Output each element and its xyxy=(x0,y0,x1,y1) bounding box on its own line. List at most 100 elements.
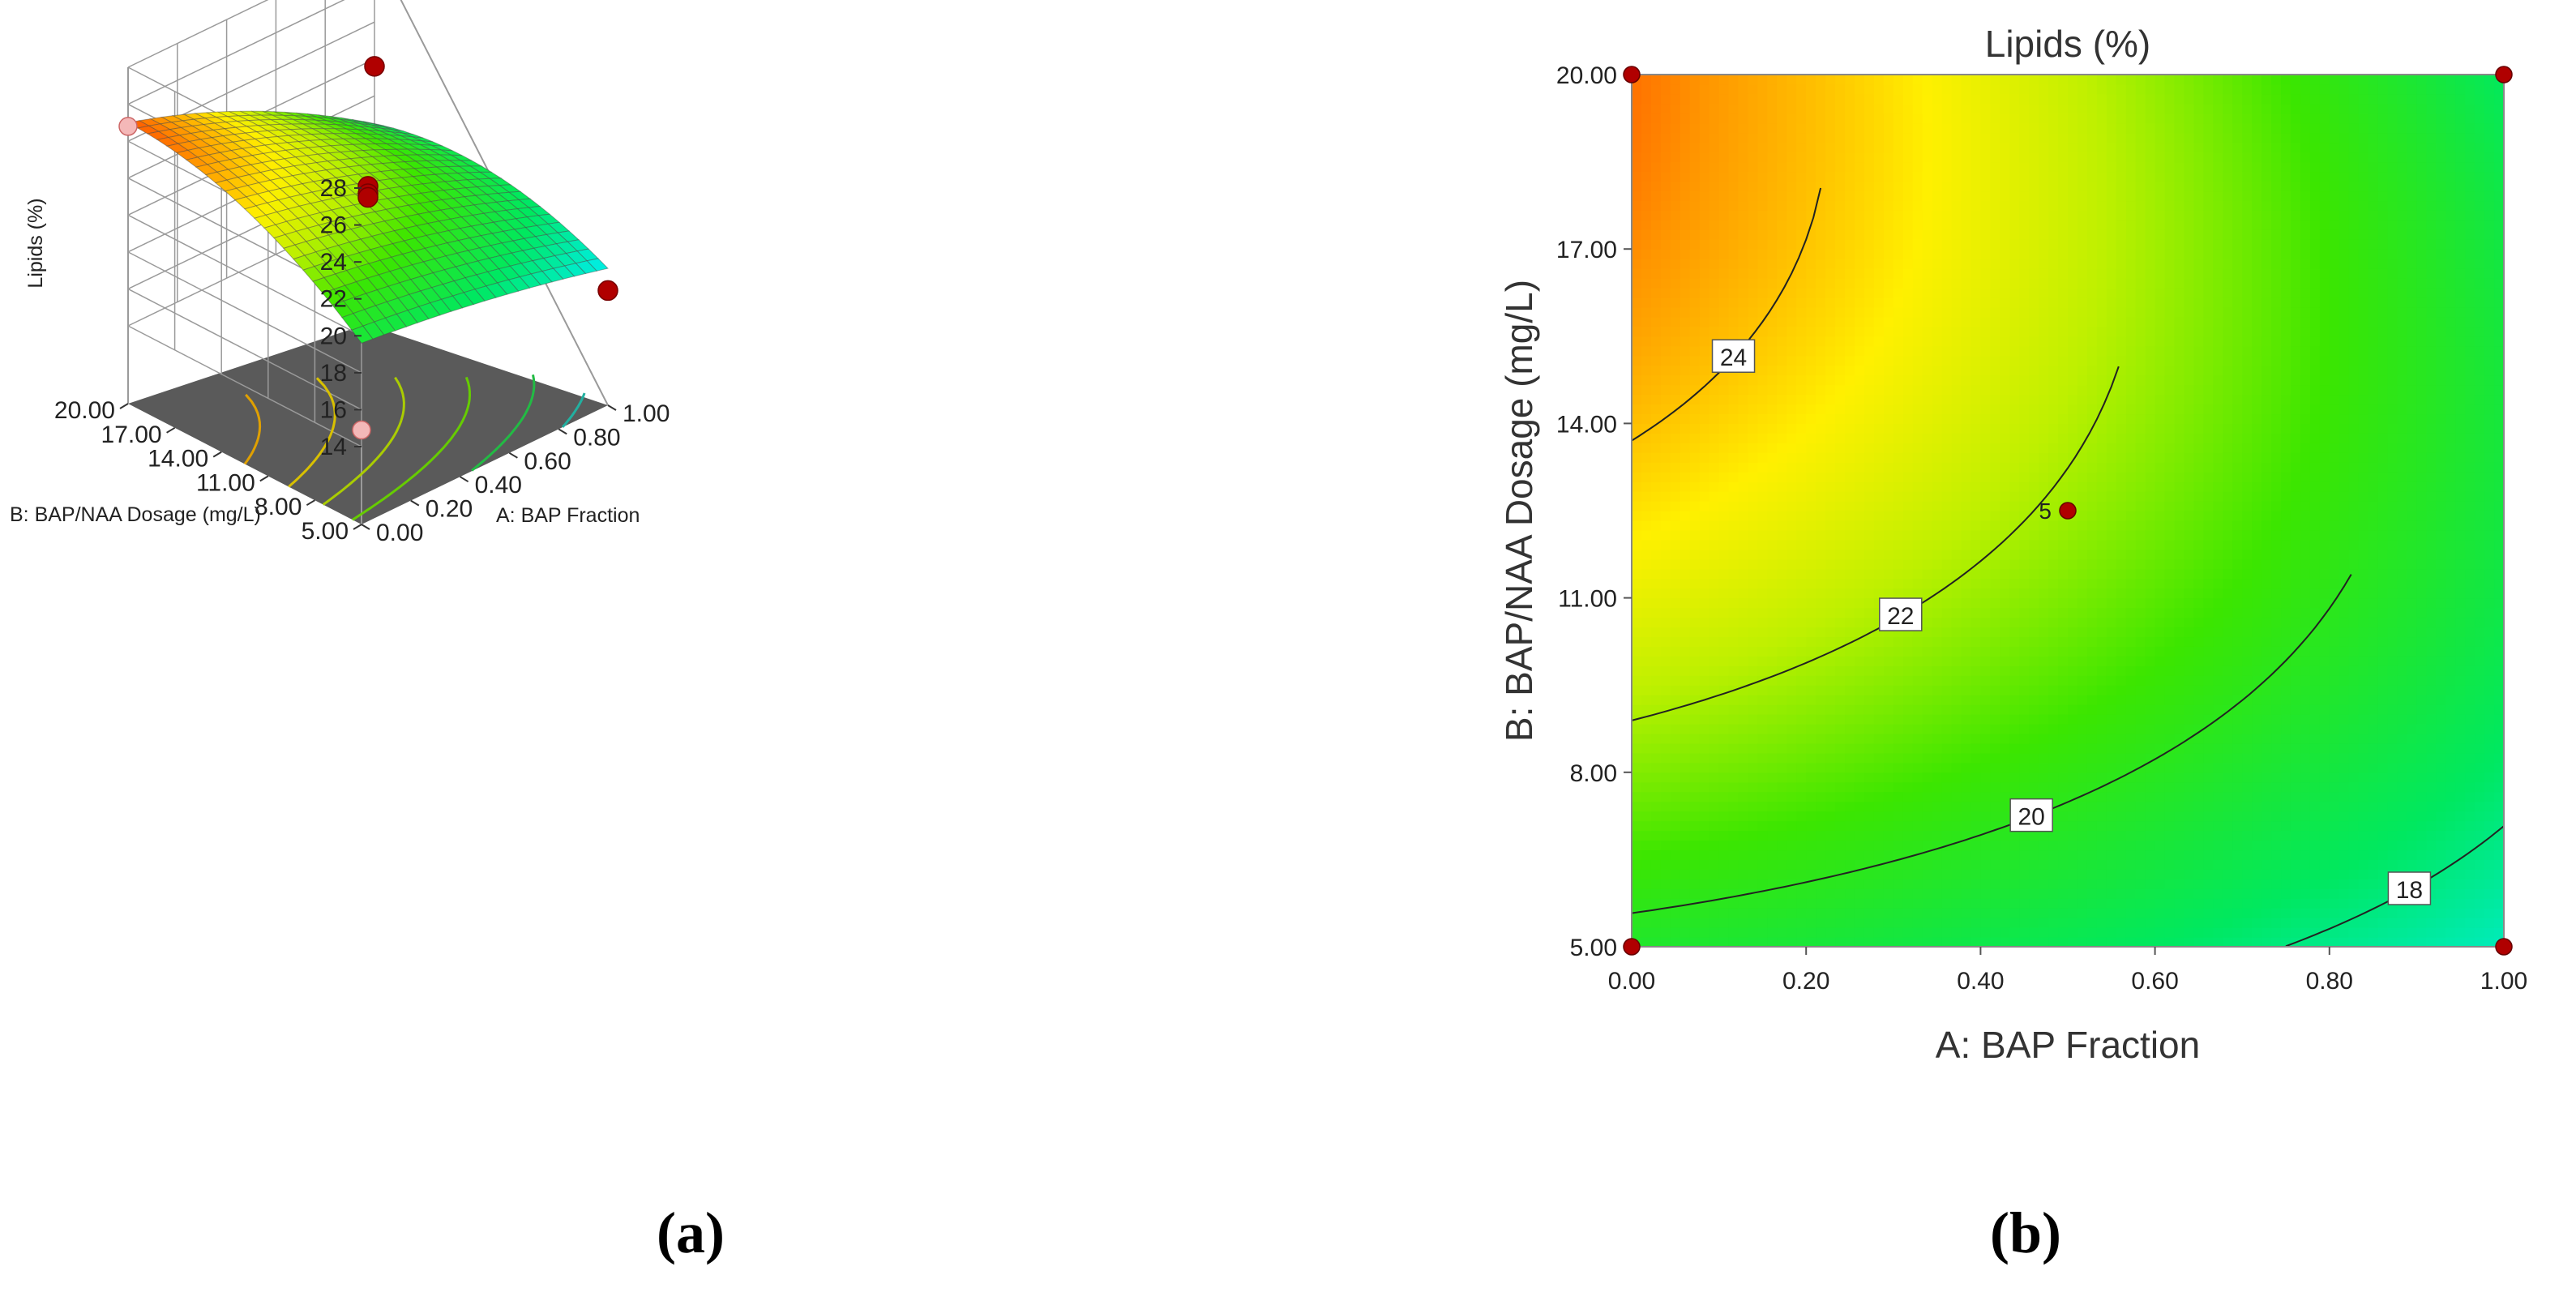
contour-cell xyxy=(2009,491,2020,502)
contour-cell xyxy=(1796,239,1807,250)
contour-cell xyxy=(2096,539,2107,550)
contour-cell xyxy=(1660,122,1671,134)
contour-cell xyxy=(2000,636,2010,647)
contour-cell xyxy=(1748,501,1759,511)
contour-cell xyxy=(1632,781,1642,793)
contour-cell xyxy=(1650,472,1662,482)
contour-cell xyxy=(1893,791,1904,802)
contour-cell xyxy=(1738,830,1749,841)
contour-cell xyxy=(2086,239,2098,250)
contour-cell xyxy=(2048,617,2059,628)
contour-cell xyxy=(2029,918,2039,928)
contour-cell xyxy=(2096,588,2107,599)
contour-cell xyxy=(1806,869,1816,879)
contour-cell xyxy=(1922,646,1933,657)
contour-cell xyxy=(1835,695,1846,705)
contour-cell xyxy=(1951,443,1962,453)
floor-contour-line xyxy=(352,376,472,521)
contour-cell xyxy=(1757,259,1768,269)
y-tick-mark xyxy=(166,426,176,434)
contour-cell xyxy=(1748,374,1759,386)
contour-cell xyxy=(2019,326,2030,337)
contour-cell xyxy=(1893,665,1904,676)
contour-cell xyxy=(2096,617,2107,628)
contour-cell xyxy=(1748,830,1759,841)
contour-cell xyxy=(1951,733,1962,744)
contour-cell xyxy=(1757,772,1768,783)
contour-cell xyxy=(1922,791,1933,802)
contour-cell xyxy=(2000,520,2010,531)
contour-cell xyxy=(1971,781,1981,793)
contour-cell xyxy=(1709,481,1720,492)
contour-cell xyxy=(1806,336,1816,347)
contour-cell xyxy=(2009,656,2020,666)
contour-cell xyxy=(2058,762,2069,773)
contour-cell xyxy=(1680,762,1691,773)
contour-cell xyxy=(2058,210,2069,220)
contour-cell xyxy=(1748,443,1759,453)
contour-cell xyxy=(1757,646,1768,657)
contour-cell xyxy=(2009,588,2020,599)
surface-patch xyxy=(340,216,363,230)
contour-cell xyxy=(1922,200,1933,211)
contour-cell xyxy=(1796,704,1807,715)
contour-cell xyxy=(1864,122,1875,134)
contour-cell xyxy=(1728,481,1739,492)
contour-cell xyxy=(2077,181,2088,192)
contour-cell xyxy=(1680,627,1691,638)
contour-cell xyxy=(1632,607,1642,618)
contour-cell xyxy=(1845,259,1855,269)
contour-cell xyxy=(1825,578,1836,589)
contour-cell xyxy=(1845,918,1855,928)
contour-cell xyxy=(1680,297,1691,308)
contour-cell xyxy=(2039,200,2049,211)
contour-cell xyxy=(1660,675,1671,686)
contour-cell xyxy=(1806,549,1816,560)
contour-cell xyxy=(1748,685,1759,695)
contour-cell xyxy=(1873,472,1885,482)
contour-cell xyxy=(1738,93,1749,105)
contour-cell xyxy=(2058,714,2069,725)
contour-cell xyxy=(1961,840,1972,851)
contour-cell xyxy=(1748,122,1759,134)
contour-cell xyxy=(1796,210,1807,220)
x-tick-mark xyxy=(410,499,420,507)
contour-cell xyxy=(1641,297,1652,308)
contour-cell xyxy=(1825,597,1836,609)
contour-cell xyxy=(1650,326,1662,337)
contour-cell xyxy=(2029,443,2039,453)
contour-cell xyxy=(1864,142,1875,153)
contour-cell xyxy=(1971,724,1981,734)
contour-cell xyxy=(1845,423,1855,434)
contour-cell xyxy=(1845,898,1855,909)
contour-cell xyxy=(1699,355,1710,366)
contour-cell xyxy=(1854,908,1865,918)
contour-cell xyxy=(1912,384,1923,396)
surface-patch xyxy=(527,205,551,216)
contour-cell xyxy=(2077,278,2088,289)
contour-cell xyxy=(1718,501,1730,511)
contour-cell xyxy=(2096,462,2107,473)
contour-cell xyxy=(2048,849,2059,860)
contour-cell xyxy=(1699,268,1710,279)
contour-cell xyxy=(1873,190,1885,202)
contour-cell xyxy=(1718,210,1730,220)
contour-cell xyxy=(1767,200,1778,211)
contour-cell xyxy=(1689,413,1701,424)
contour-cell xyxy=(1854,849,1865,860)
contour-cell xyxy=(1650,869,1662,879)
contour-cell xyxy=(1689,404,1701,415)
contour-cell xyxy=(2000,433,2010,443)
contour-cell xyxy=(1641,665,1652,676)
contour-cell xyxy=(1854,830,1865,841)
contour-cell xyxy=(1796,918,1807,928)
contour-cell xyxy=(2039,161,2049,173)
contour-cell xyxy=(1854,161,1865,173)
contour-cell xyxy=(2068,83,2078,95)
contour-cell xyxy=(1738,326,1749,337)
contour-cell xyxy=(1971,656,1981,666)
contour-cell xyxy=(1670,908,1681,918)
contour-cell xyxy=(1932,113,1943,124)
contour-cell xyxy=(1718,539,1730,550)
contour-cell xyxy=(1835,443,1846,453)
